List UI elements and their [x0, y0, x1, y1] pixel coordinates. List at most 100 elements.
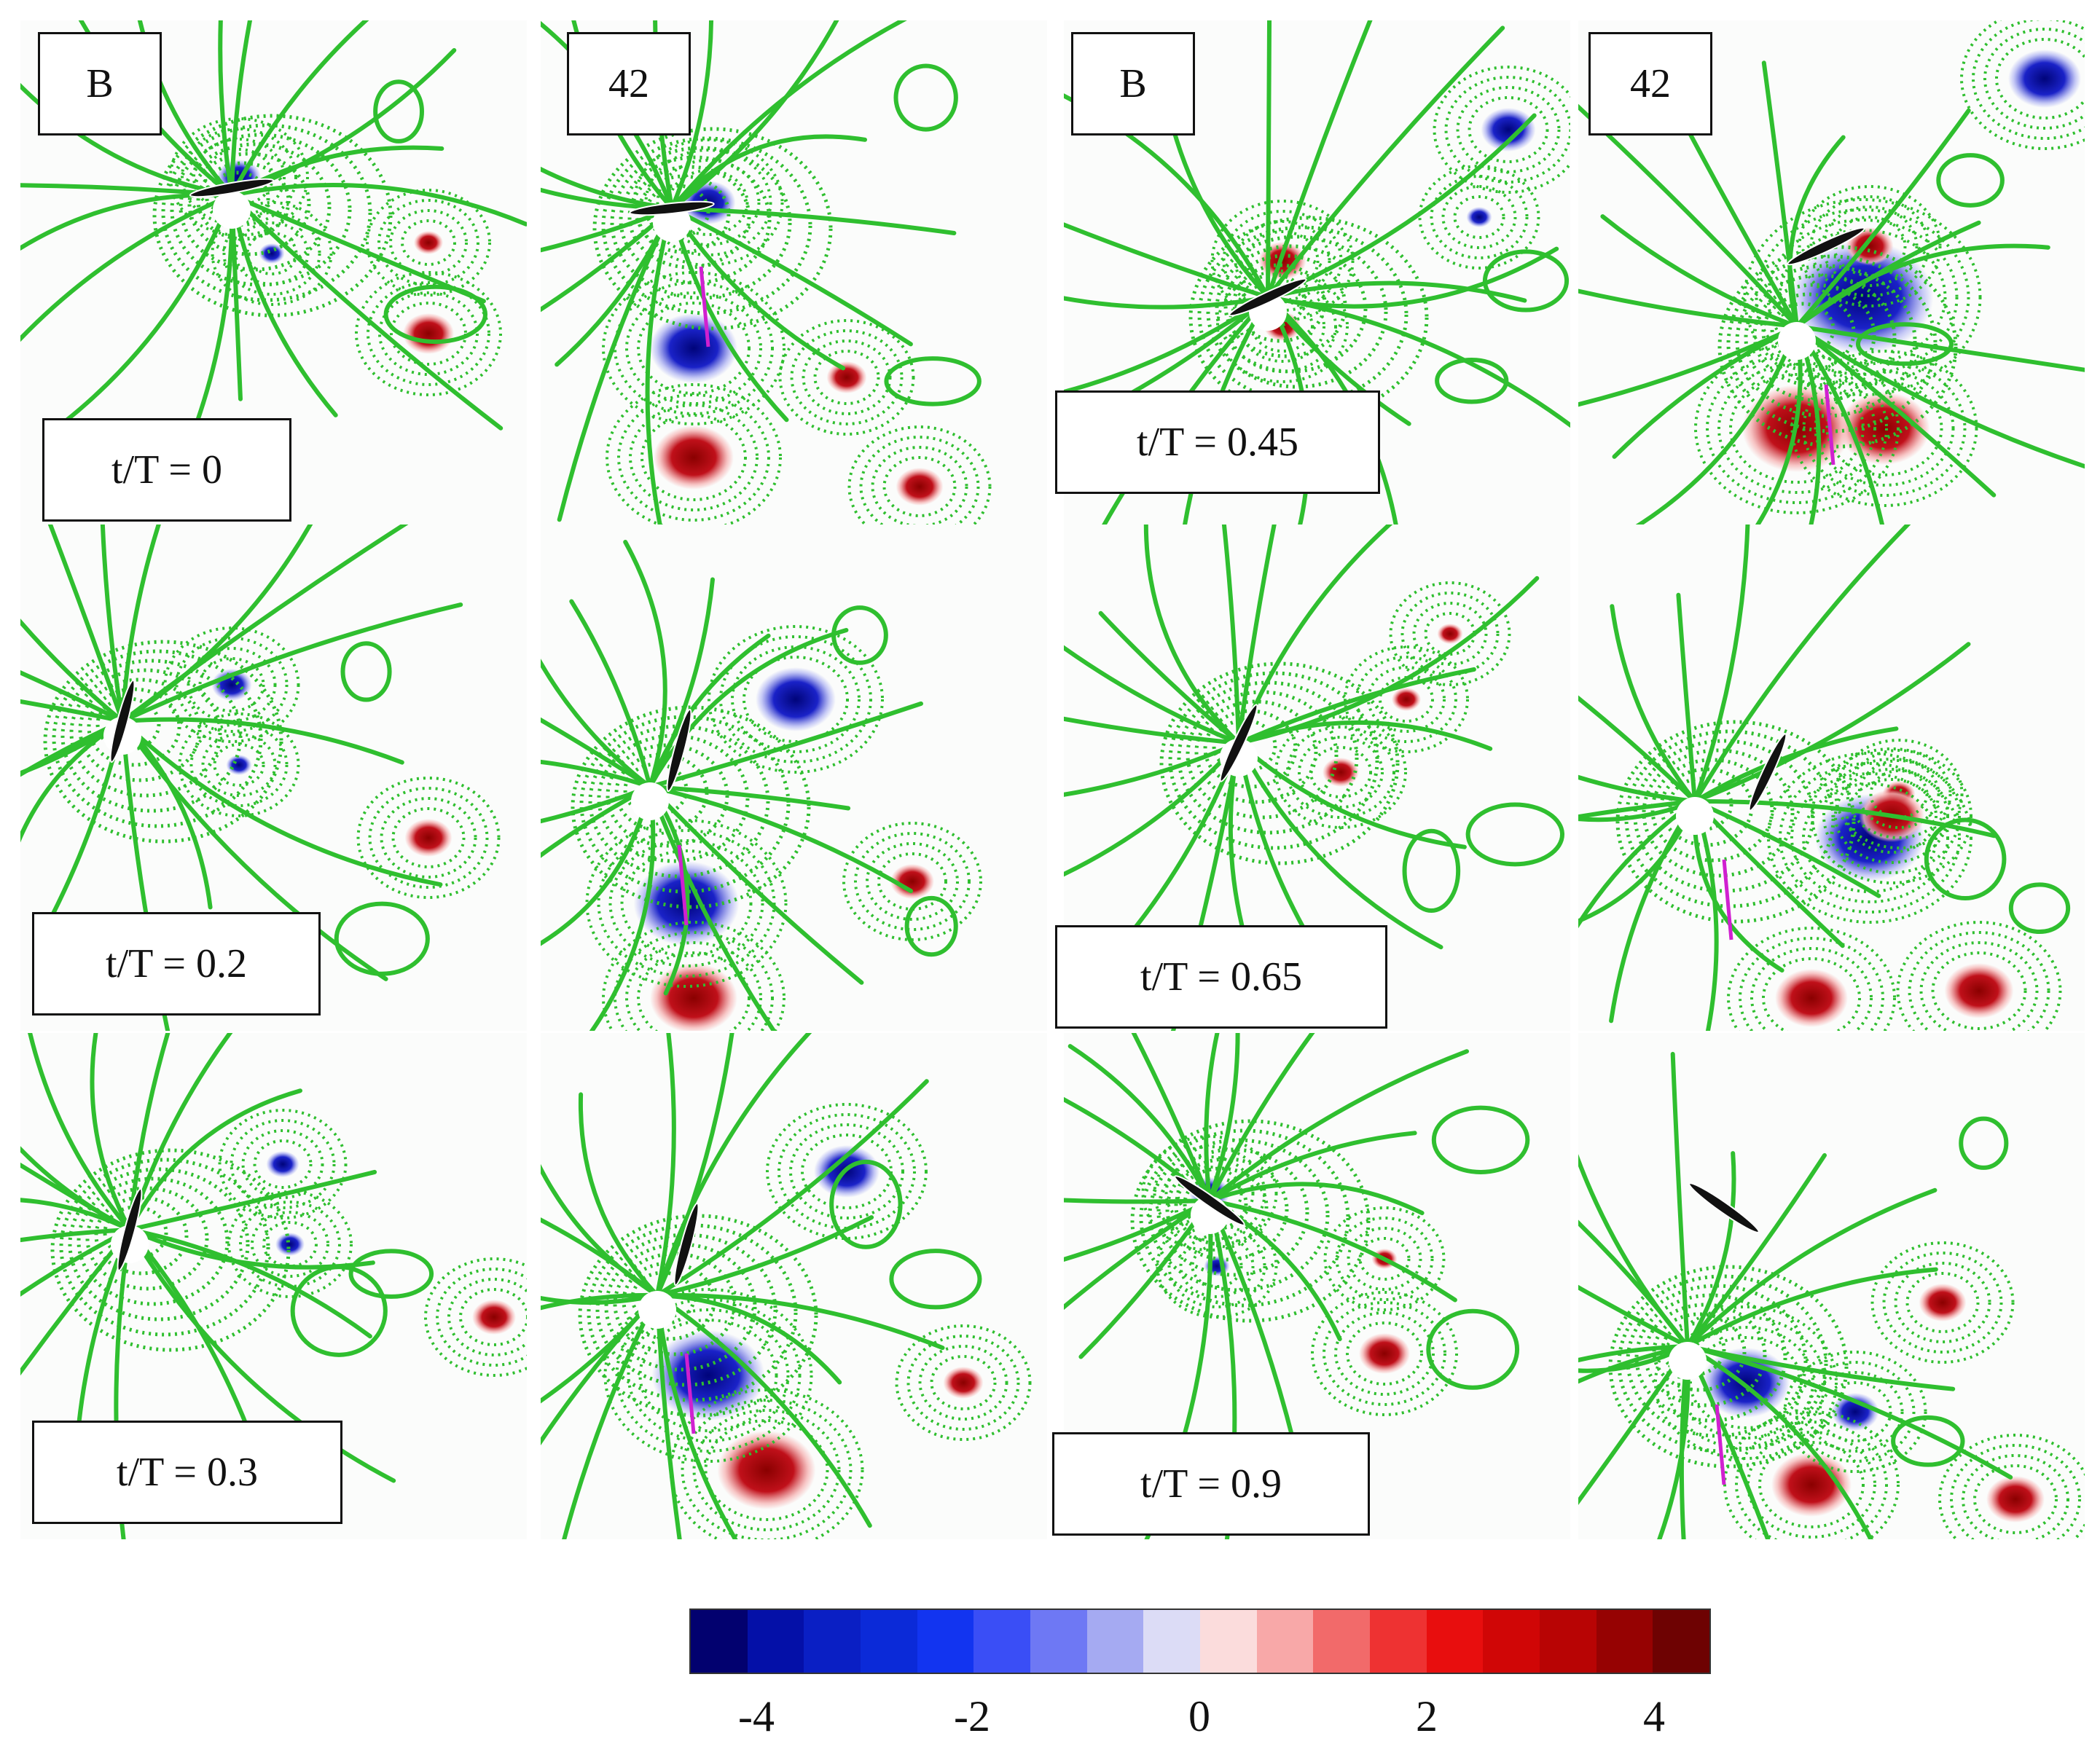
pressure-contour — [230, 193, 504, 431]
positive-vortex — [414, 231, 443, 254]
pressure-contour — [1739, 937, 1884, 1031]
pressure-contour — [20, 670, 125, 723]
pressure-contour — [578, 1214, 818, 1418]
pressure-contour — [1790, 772, 1949, 903]
pressure-contour — [708, 625, 884, 774]
pressure-contour — [20, 193, 234, 342]
pressure-contour — [1578, 1284, 1690, 1348]
pressure-contour — [1174, 1166, 1269, 1246]
pressure-contour — [847, 425, 992, 527]
pressure-contour — [1779, 762, 1961, 914]
pressure-contour — [1688, 131, 1799, 329]
pressure-contour — [377, 199, 479, 286]
pressure-contour — [1825, 380, 1943, 476]
time-label-0.2: t/T = 0.2 — [32, 912, 321, 1016]
colorbar-segment — [1143, 1610, 1201, 1673]
wing-airfoil — [1229, 278, 1307, 317]
pressure-contour — [778, 319, 915, 436]
pressure-contour — [1795, 324, 1885, 527]
pressure-contour — [50, 1148, 291, 1352]
pressure-contour — [1064, 222, 1270, 299]
pressure-contour — [1148, 1138, 1330, 1292]
pressure-contour — [201, 733, 277, 797]
pressure-contour — [1795, 108, 1971, 329]
pressure-contour — [1652, 1312, 1747, 1392]
pressure-contour — [617, 393, 770, 522]
pressure-contour — [1685, 1344, 1771, 1539]
cylinder-body — [638, 1291, 676, 1329]
pressure-contour — [655, 1293, 842, 1385]
pressure-contour — [648, 785, 913, 894]
pressure-contour — [59, 1158, 270, 1337]
pressure-contour — [1959, 1116, 2009, 1170]
flow-field-plot — [541, 540, 982, 1031]
pressure-contour — [100, 525, 125, 723]
pressure-contour — [719, 635, 872, 763]
pressure-contour — [20, 1146, 132, 1232]
pressure-contour — [1821, 205, 1919, 287]
pressure-contour — [1693, 525, 1911, 804]
pressure-contour — [889, 1249, 982, 1310]
pressure-contour — [597, 734, 750, 863]
pressure-contour — [884, 356, 982, 406]
pressure-contour — [1311, 1291, 1458, 1416]
pressure-contour — [1747, 1431, 1876, 1539]
pressure-contour — [1266, 246, 1559, 309]
pressure-contour — [1367, 666, 1446, 733]
colorbar-tick: -4 — [738, 1692, 775, 1740]
pressure-contour — [595, 1233, 777, 1387]
pressure-contour — [1179, 1234, 1255, 1298]
negative-vortex — [651, 1330, 765, 1421]
flat-plate — [1722, 859, 1733, 940]
pressure-contour — [192, 138, 286, 216]
positive-vortex — [650, 963, 737, 1031]
pressure-contour — [179, 142, 332, 272]
flow-panel — [1578, 1033, 2085, 1539]
pressure-contour — [1578, 288, 1799, 329]
pressure-contour — [588, 724, 770, 879]
wing-airfoil — [1174, 1175, 1245, 1226]
pressure-contour — [866, 842, 959, 921]
pressure-contour — [94, 1195, 189, 1276]
positive-vortex — [1775, 969, 1848, 1027]
pressure-contour — [877, 852, 947, 911]
pressure-contour — [1347, 1227, 1422, 1291]
pressure-contour — [1755, 208, 1970, 386]
pressure-contour — [1402, 828, 1461, 914]
positive-vortex — [1323, 758, 1359, 787]
pressure-contour — [648, 633, 771, 789]
pressure-contour — [648, 701, 923, 789]
positive-vortex — [943, 1367, 984, 1399]
pressure-contour — [20, 719, 125, 776]
colorbar-segment — [1370, 1610, 1427, 1673]
colorbar-segment — [917, 1610, 974, 1673]
pressure-contour — [731, 645, 861, 753]
pressure-contour — [597, 829, 776, 978]
pressure-contour — [1626, 1284, 1808, 1438]
pressure-contour — [1818, 1381, 1892, 1442]
pressure-contour — [1216, 270, 1349, 383]
pressure-contour — [187, 152, 311, 256]
pressure-contour — [1164, 1155, 1255, 1231]
pressure-contour — [290, 1265, 388, 1357]
pressure-contour — [1191, 1244, 1243, 1288]
positive-vortex — [472, 1300, 516, 1335]
pressure-contour — [1706, 353, 1888, 504]
positive-vortex — [1919, 1284, 1967, 1321]
case-label-42-left: 42 — [567, 32, 691, 135]
positive-vortex — [1986, 1476, 2045, 1523]
pressure-contour — [1931, 951, 2027, 1030]
pressure-contour — [1790, 350, 1978, 507]
pressure-contour — [1766, 219, 1959, 376]
pressure-contour — [667, 169, 749, 236]
pressure-contour — [390, 302, 467, 366]
colorbar-segment — [691, 1610, 748, 1673]
pressure-contour — [262, 1221, 318, 1268]
pressure-contour — [1983, 28, 2085, 130]
pressure-contour — [610, 146, 792, 300]
wing-airfoil — [1688, 1182, 1760, 1233]
pressure-contour — [1064, 1198, 1212, 1311]
pressure-contour — [1245, 230, 1320, 291]
cylinder-body — [1676, 797, 1714, 835]
pressure-contour — [1908, 931, 2050, 1031]
